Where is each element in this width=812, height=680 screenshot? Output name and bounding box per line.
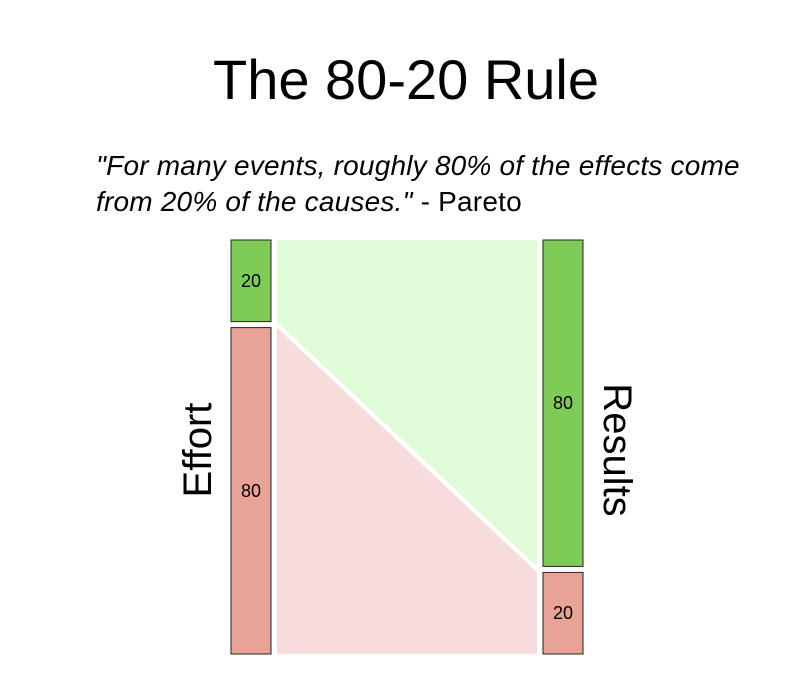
results-bar-label-0: 80: [553, 393, 573, 413]
results-bar-0: [542, 239, 584, 567]
flow-green: [277, 240, 537, 567]
effort-bar-label-0: 20: [241, 271, 261, 291]
effort-axis-label: Effort: [176, 402, 220, 498]
bars: 20 80 80 20: [230, 239, 584, 655]
results-bar-1: [542, 571, 584, 655]
flows: [277, 240, 537, 654]
effort-bar-1: [230, 327, 272, 655]
effort-bar-0: [230, 239, 272, 323]
quote-text: "For many events, roughly 80% of the eff…: [96, 150, 740, 217]
quote-attribution: - Pareto: [412, 186, 522, 217]
results-bar-label-1: 20: [553, 603, 573, 623]
results-axis-label: Results: [595, 383, 639, 517]
effort-bar-label-1: 80: [241, 481, 261, 501]
page-title: The 80-20 Rule: [212, 48, 599, 111]
pareto-quote: "For many events, roughly 80% of the eff…: [96, 148, 776, 220]
flow-red: [277, 327, 537, 654]
